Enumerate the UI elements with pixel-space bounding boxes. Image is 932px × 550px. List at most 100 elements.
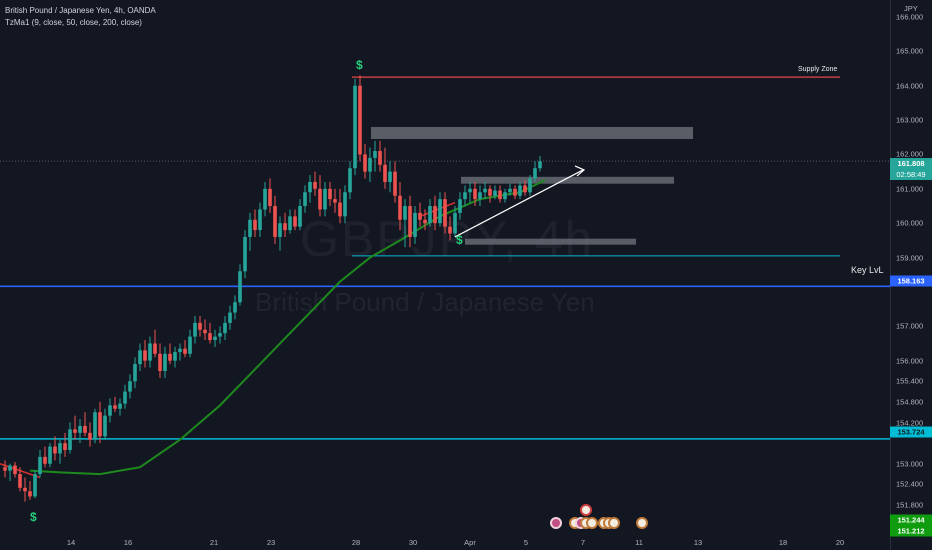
candle-body	[188, 336, 192, 354]
candle-body	[318, 188, 322, 210]
candle-body	[438, 199, 442, 224]
candle-body	[203, 329, 207, 334]
candle-body	[248, 219, 252, 237]
candle-body	[78, 425, 82, 433]
event-icon-1[interactable]	[550, 517, 562, 529]
ma-line	[29, 179, 546, 476]
candle-body	[488, 188, 492, 196]
candle-body	[313, 181, 317, 189]
candle-body	[378, 151, 382, 165]
candle-body	[93, 412, 97, 440]
event-icon-6[interactable]	[586, 517, 598, 529]
candle-body	[48, 446, 52, 464]
bar-countdown: 02:58:49	[896, 170, 926, 179]
x-tick-label: 20	[835, 538, 845, 547]
candle-body	[258, 209, 262, 231]
trend-arrow-line	[454, 169, 584, 238]
y-tick-label: 165.000	[896, 46, 924, 56]
x-tick-label: 30	[408, 538, 418, 547]
candle-body	[518, 185, 522, 196]
candle-body	[283, 223, 287, 231]
candle-body	[193, 322, 197, 337]
candle-body	[253, 219, 257, 231]
candle-body	[403, 206, 407, 220]
candle-body	[133, 364, 137, 382]
y-tick-label: 159.000	[896, 253, 924, 263]
candle-body	[278, 223, 282, 237]
x-tick-label: 16	[123, 538, 133, 547]
candle-body	[143, 350, 147, 361]
candle-body	[393, 171, 397, 196]
candle-body	[538, 161, 542, 169]
candle-body	[468, 188, 472, 193]
candle-body	[33, 474, 37, 497]
currency-label: JPY	[904, 4, 918, 13]
candle-body	[103, 415, 107, 437]
candle-body	[478, 192, 482, 200]
candle-body	[148, 343, 152, 361]
legend-indicator[interactable]: TzMa1 (9, close, 50, close, 200, close)	[5, 18, 142, 27]
candle-body	[8, 465, 12, 471]
candle-body	[233, 302, 237, 313]
zone-rect	[465, 238, 636, 245]
bottom-price-2: 151.212	[890, 525, 932, 537]
candle-body	[53, 446, 57, 454]
candle-body	[523, 185, 527, 193]
candle-body	[458, 199, 462, 213]
candle-body	[528, 178, 532, 193]
candle-body	[433, 206, 437, 224]
candle-body	[483, 188, 487, 193]
y-tick-label: 152.400	[896, 479, 924, 489]
y-tick-label: 164.000	[896, 81, 924, 91]
legend-title[interactable]: British Pound / Japanese Yen, 4h, OANDA	[5, 6, 156, 15]
candle-body	[198, 322, 202, 330]
candle-body	[423, 219, 427, 224]
event-icon-4[interactable]	[580, 504, 592, 516]
candle-body	[303, 192, 307, 207]
price-axis[interactable]	[890, 0, 932, 550]
candle-body	[123, 391, 127, 404]
current-price-value: 161.808	[897, 159, 925, 168]
candle-body	[173, 352, 177, 361]
event-icon-9[interactable]	[608, 517, 620, 529]
candle-body	[368, 157, 372, 172]
candle-body	[443, 199, 447, 227]
candle-body	[28, 491, 32, 497]
candle-body	[153, 343, 157, 354]
candle-body	[298, 206, 302, 227]
key-level-label: Key LvL	[851, 265, 884, 275]
y-tick-label: 161.000	[896, 184, 924, 194]
candle-body	[383, 164, 387, 182]
ma-red-segment	[419, 201, 456, 218]
candle-body	[58, 443, 62, 454]
candle-body	[263, 188, 267, 210]
current-price-label: 161.808 02:58:49	[890, 158, 932, 180]
candle-body	[213, 336, 217, 341]
event-icon-10[interactable]	[636, 517, 648, 529]
candle-body	[23, 487, 27, 492]
candle-body	[363, 154, 367, 172]
y-tick-label: 160.000	[896, 218, 924, 228]
candle-body	[498, 190, 502, 200]
y-tick-label: 157.000	[896, 321, 924, 331]
candle-body	[3, 467, 7, 471]
bottom-price-1: 151.244	[890, 514, 932, 526]
y-tick-label: 163.000	[896, 115, 924, 125]
x-tick-label: 28	[351, 538, 361, 547]
candle-body	[268, 188, 272, 207]
candle-body	[83, 425, 87, 433]
candle-body	[323, 188, 327, 210]
zone-rect	[461, 176, 674, 184]
candle-body	[428, 206, 432, 224]
candle-body	[358, 85, 362, 155]
x-tick-label: 13	[693, 538, 703, 547]
x-tick-label: Apr	[464, 538, 476, 547]
candle-body	[178, 348, 182, 353]
lower-level-price: 153.724	[890, 426, 932, 438]
candle-body	[288, 216, 292, 231]
x-tick-label: 23	[266, 538, 276, 547]
candle-body	[223, 322, 227, 334]
candle-body	[338, 202, 342, 217]
